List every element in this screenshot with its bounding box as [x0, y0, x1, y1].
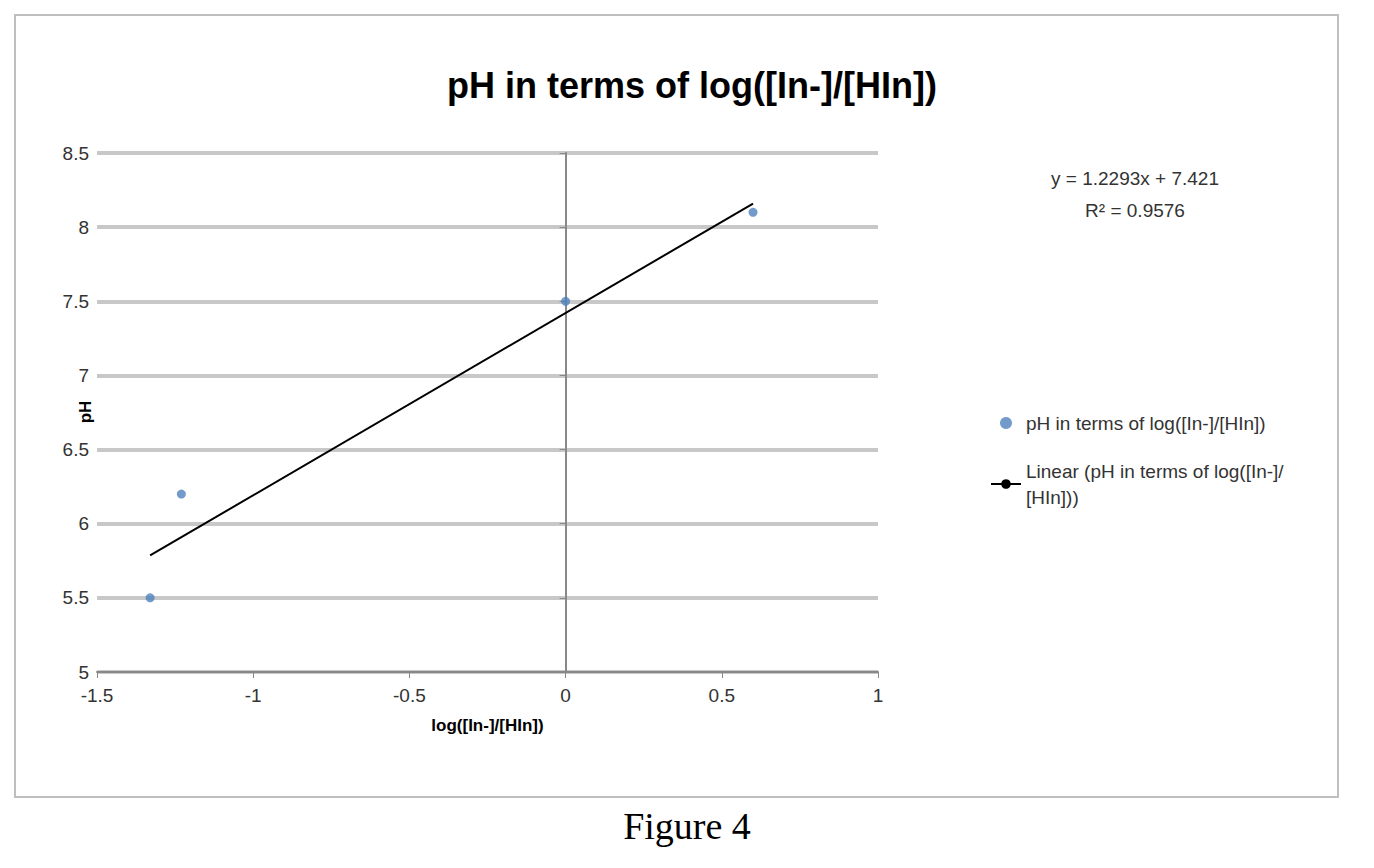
- svg-text:5.5: 5.5: [63, 587, 89, 608]
- svg-text:[HIn])): [HIn])): [1026, 487, 1079, 508]
- svg-text:log([In-]/[HIn]): log([In-]/[HIn]): [431, 716, 543, 735]
- svg-text:Linear (pH in terms of log([In: Linear (pH in terms of log([In-]/: [1026, 461, 1284, 482]
- svg-text:8.5: 8.5: [63, 143, 89, 164]
- svg-text:pH in terms of log([In-]/[HIn]: pH in terms of log([In-]/[HIn]): [447, 65, 937, 106]
- svg-text:-0.5: -0.5: [393, 685, 426, 706]
- svg-text:R² = 0.9576: R² = 0.9576: [1085, 200, 1185, 221]
- svg-text:1: 1: [873, 685, 884, 706]
- svg-text:8: 8: [78, 217, 89, 238]
- svg-text:6: 6: [78, 513, 89, 534]
- svg-text:6.5: 6.5: [63, 439, 89, 460]
- svg-text:5: 5: [78, 662, 89, 683]
- svg-text:pH: pH: [76, 401, 95, 424]
- svg-text:-1: -1: [245, 685, 262, 706]
- svg-text:0.5: 0.5: [709, 685, 735, 706]
- svg-text:pH in terms of log([In-]/[HIn]: pH in terms of log([In-]/[HIn]): [1026, 413, 1266, 434]
- svg-text:0: 0: [560, 685, 571, 706]
- svg-text:Figure 4: Figure 4: [623, 805, 751, 847]
- svg-text:y = 1.2293x + 7.421: y = 1.2293x + 7.421: [1051, 168, 1219, 189]
- svg-text:7.5: 7.5: [63, 291, 89, 312]
- svg-text:7: 7: [78, 365, 89, 386]
- svg-text:-1.5: -1.5: [81, 685, 114, 706]
